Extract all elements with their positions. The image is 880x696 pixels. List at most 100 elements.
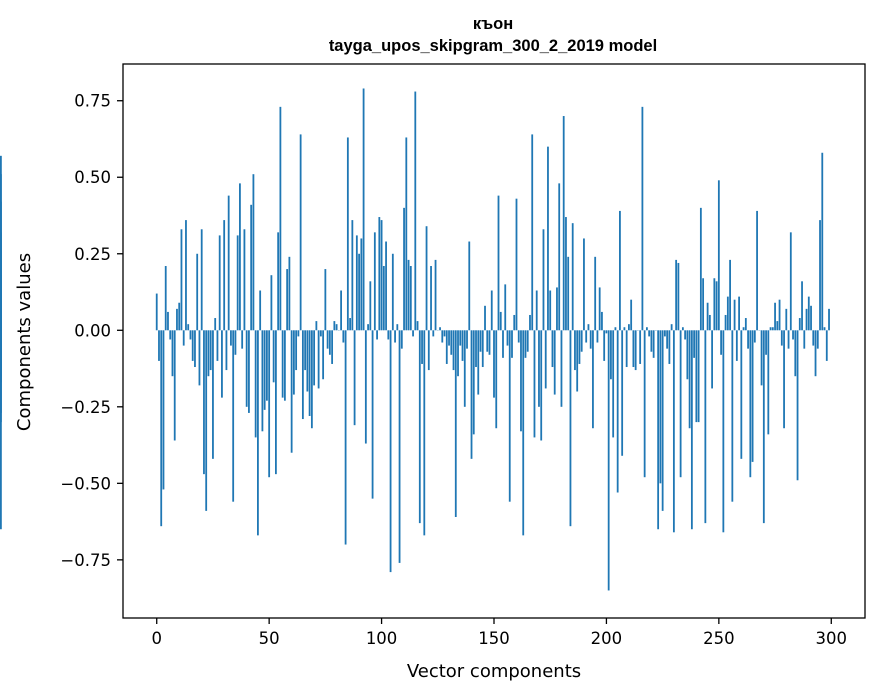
bar — [409, 266, 412, 331]
bar — [272, 330, 275, 383]
bar — [385, 241, 387, 331]
bar — [322, 330, 325, 380]
bar — [340, 290, 342, 331]
bar — [259, 290, 262, 331]
bar — [690, 330, 693, 530]
bar — [542, 229, 545, 331]
bar — [236, 235, 239, 331]
bar — [452, 330, 455, 371]
bar — [308, 330, 311, 416]
bar — [621, 330, 624, 456]
bar — [230, 330, 232, 346]
bar — [619, 210, 621, 331]
bar — [301, 330, 304, 420]
bar — [176, 308, 178, 331]
bar — [203, 330, 205, 475]
bar — [189, 330, 192, 340]
bar — [286, 269, 289, 331]
bar — [205, 330, 208, 511]
bar — [787, 330, 790, 349]
bar — [556, 287, 558, 331]
bar — [490, 290, 493, 331]
bar — [162, 330, 165, 490]
chart-subtitle: tayga_upos_skipgram_300_2_2019 model — [329, 37, 657, 55]
bar — [713, 278, 716, 331]
bar — [697, 330, 700, 423]
bar — [731, 330, 734, 502]
bar — [331, 330, 334, 364]
bar — [346, 137, 349, 331]
bar — [684, 330, 687, 340]
bar — [785, 308, 788, 331]
x-axis-label: Vector components — [407, 661, 581, 682]
bar — [369, 281, 372, 331]
bar — [778, 299, 781, 331]
bar — [603, 330, 606, 361]
bar — [513, 314, 516, 331]
bar — [760, 330, 763, 386]
bar — [610, 330, 612, 380]
bar — [652, 330, 655, 358]
bar — [553, 330, 556, 395]
bar — [814, 330, 817, 377]
bar — [313, 330, 316, 386]
bar — [634, 330, 637, 371]
bar — [616, 330, 619, 493]
y-axis: 0.75 0.50 0.25 0.00 −0.25 −0.50 −0.75 — [60, 92, 123, 570]
bar — [648, 330, 651, 337]
bar — [486, 330, 489, 352]
bar — [225, 330, 228, 371]
x-tick-label: 250 — [703, 629, 735, 648]
bar — [470, 330, 473, 459]
bar — [706, 302, 709, 331]
bar — [605, 330, 608, 334]
bar — [776, 321, 779, 331]
bar — [567, 256, 570, 331]
bar — [574, 330, 576, 371]
bar — [819, 220, 821, 331]
bar — [477, 330, 480, 395]
bar — [457, 330, 459, 377]
bar — [421, 330, 423, 364]
bar — [223, 220, 226, 331]
x-tick-label: 300 — [816, 629, 848, 648]
bar — [666, 330, 669, 349]
bar — [517, 330, 520, 343]
bar — [239, 183, 241, 331]
bar — [708, 314, 711, 331]
bar — [326, 330, 329, 349]
bar — [443, 330, 446, 337]
y-tick-label: 0.75 — [74, 92, 111, 111]
bar — [252, 174, 255, 331]
bar — [488, 330, 491, 355]
bar — [484, 305, 486, 331]
bar — [526, 330, 529, 352]
bar — [594, 256, 597, 331]
bar — [380, 220, 383, 331]
bar — [547, 146, 549, 331]
bar — [614, 327, 617, 331]
bar — [169, 330, 172, 340]
bar — [445, 330, 448, 364]
bar — [533, 330, 536, 438]
bar — [630, 299, 633, 331]
bar — [499, 311, 502, 331]
bar — [459, 330, 462, 346]
bar — [414, 91, 417, 331]
bar — [378, 217, 381, 331]
bar — [571, 223, 574, 331]
bar — [504, 284, 507, 331]
bar — [693, 330, 696, 358]
bar — [187, 324, 190, 331]
bar — [747, 330, 749, 349]
bar — [540, 330, 543, 441]
bar — [762, 330, 765, 524]
bar — [738, 296, 740, 331]
bar — [711, 330, 713, 389]
bar — [569, 330, 572, 527]
bar — [268, 330, 271, 478]
bar — [771, 327, 774, 331]
bar — [695, 330, 698, 423]
bar — [0, 327, 2, 331]
bar — [583, 238, 585, 331]
